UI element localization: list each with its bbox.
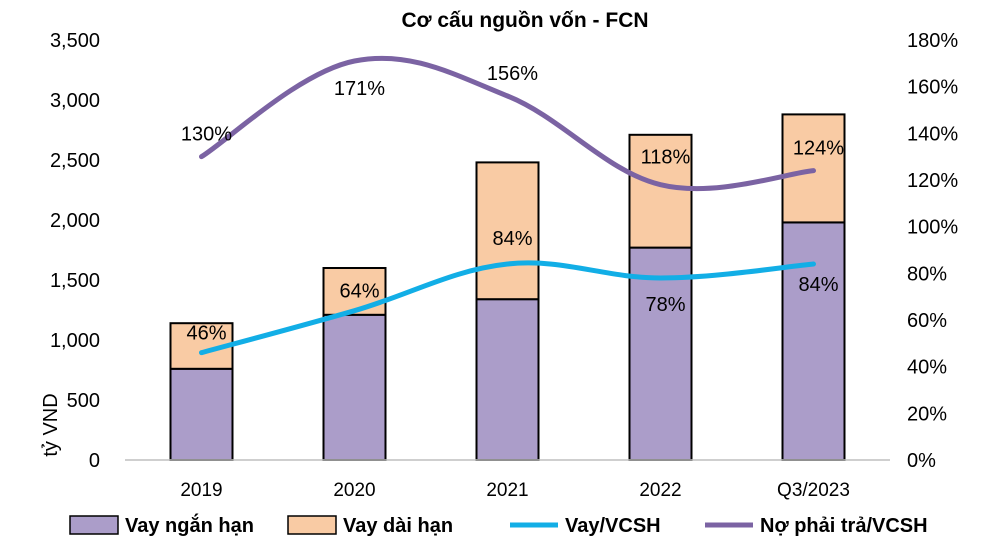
- data-label: 124%: [793, 138, 844, 160]
- data-label: 46%: [186, 323, 226, 345]
- data-label: 78%: [645, 294, 685, 316]
- y-axis-label: tỷ VND: [40, 393, 62, 456]
- bar-vay-d-i-h-n-2: [475, 161, 540, 301]
- y2-tick-label: 20%: [907, 403, 947, 425]
- bar-vay-d-i-h-n-1: [322, 267, 387, 316]
- legend-label-2: Vay/VCSH: [565, 515, 661, 537]
- y-tick-label: 3,500: [50, 30, 100, 52]
- y2-tick-label: 120%: [907, 170, 958, 192]
- data-label: 171%: [334, 78, 385, 100]
- line-n-ph-i-tr-vcsh: [199, 55, 816, 192]
- y2-tick-label: 180%: [907, 30, 958, 52]
- data-label: 64%: [339, 281, 379, 303]
- bar-vay-ng-n-h-n-2: [475, 298, 540, 462]
- x-tick-label: 2019: [180, 480, 222, 501]
- legend-swatch-0: [69, 515, 119, 535]
- lines-group: [199, 55, 816, 356]
- bar-vay-ng-n-h-n-0: [169, 367, 234, 461]
- y2-tick-label: 100%: [907, 217, 958, 239]
- legend-label-0: Vay ngắn hạn: [125, 513, 254, 537]
- x-tick-label: 2021: [486, 480, 528, 501]
- bar-vay-ng-n-h-n-4: [781, 221, 846, 461]
- y2-tick-label: 80%: [907, 263, 947, 285]
- y-tick-label: 500: [67, 390, 100, 412]
- data-label: 84%: [798, 274, 838, 296]
- x-tick-label: 2022: [639, 480, 681, 501]
- x-tick-label: Q3/2023: [777, 480, 850, 501]
- bar-vay-d-i-h-n-3: [628, 133, 693, 249]
- y-tick-label: 2,000: [50, 210, 100, 232]
- legend-label-1: Vay dài hạn: [343, 515, 453, 537]
- x-tick-label: 2020: [333, 480, 375, 501]
- y2-tick-label: 160%: [907, 77, 958, 99]
- bar-vay-ng-n-h-n-1: [322, 313, 387, 461]
- line-vay-vcsh: [199, 260, 816, 356]
- legend-swatch-1: [287, 515, 337, 535]
- y2-tick-label: 140%: [907, 123, 958, 145]
- axes-group: 0 500 1,000 1,500 2,000 2,500 3,000 3,500 0% 20% 4…: [50, 30, 958, 501]
- data-label: 156%: [487, 63, 538, 85]
- data-label: 84%: [492, 228, 532, 250]
- data-label: 118%: [641, 147, 691, 169]
- y-tick-label: 1,000: [50, 330, 100, 352]
- y-tick-label: 1,500: [50, 270, 100, 292]
- y-tick-label: 3,000: [50, 90, 100, 112]
- bars-group: [169, 113, 846, 462]
- bar-vay-ng-n-h-n-3: [628, 246, 693, 461]
- legend-label-3: Nợ phải trả/VCSH: [760, 515, 928, 537]
- y2-tick-label: 0%: [907, 450, 936, 472]
- y2-tick-label: 60%: [907, 310, 947, 332]
- legend: Vay ngắn hạn Vay dài hạn Vay/VCSH Nợ phải t…: [69, 513, 928, 537]
- data-label: 130%: [181, 124, 232, 146]
- y-tick-label: 2,500: [50, 150, 100, 172]
- data-labels-group: 46% 64% 84% 78% 84% 130% 171% 156% 118% 124%: [181, 63, 844, 345]
- y2-tick-label: 40%: [907, 357, 947, 379]
- y-tick-label: 0: [89, 450, 100, 472]
- chart-title: Cơ cấu nguồn vốn - FCN: [401, 9, 648, 32]
